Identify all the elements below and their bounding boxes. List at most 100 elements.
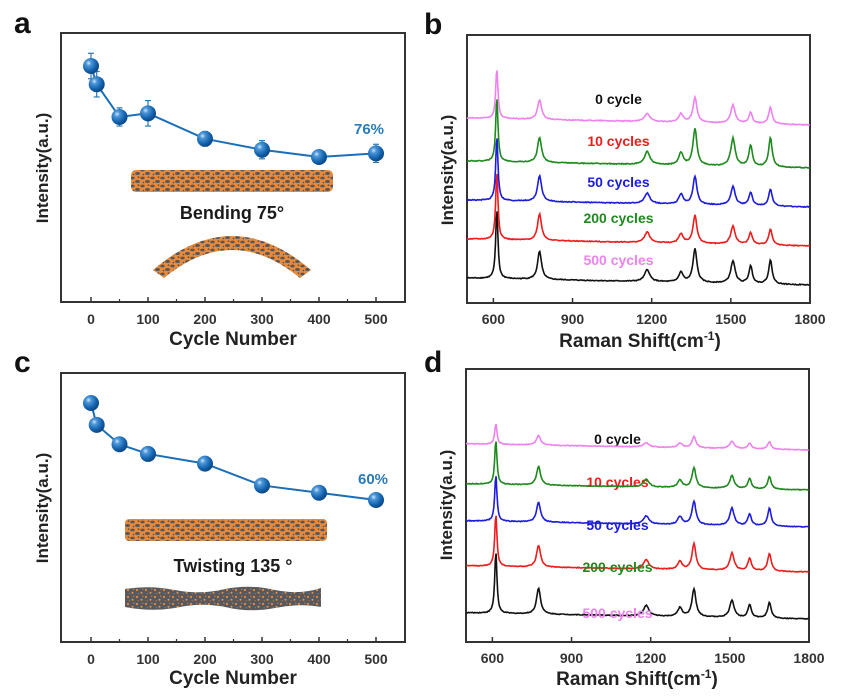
x-axis-label: Cycle Number	[169, 668, 297, 689]
x-tick-label: 500	[364, 311, 388, 327]
series-label: 200 cycles	[583, 210, 653, 226]
x-tick-label: 100	[136, 651, 160, 667]
spectrum-0-cycle	[465, 553, 809, 620]
data-point-400	[311, 149, 327, 165]
x-axis-ticks	[492, 298, 732, 303]
x-tick-label: 400	[307, 311, 331, 327]
spectra: 0 cycle 10 cycles 50 cycles 200 cycles 500 c…	[465, 423, 810, 621]
series-line	[90, 402, 377, 501]
x-tick-label: 900	[560, 650, 584, 666]
data-point-0	[83, 395, 99, 411]
series-label: 200 cycles	[582, 559, 652, 575]
x-tick-label: 200	[193, 311, 217, 327]
x-axis-label: Cycle Number	[169, 329, 297, 350]
x-tick-label: 600	[481, 650, 505, 666]
y-axis-label: Intensity(a.u.)	[33, 453, 52, 564]
series-label: 50 cycles	[586, 517, 648, 533]
x-tick-label: 1500	[715, 311, 746, 327]
spectrum-200-cycles	[466, 99, 810, 169]
x-axis-ticks	[90, 637, 377, 642]
x-tick-label: 1200	[635, 650, 666, 666]
x-axis-ticks	[90, 297, 377, 302]
spectrum-50-cycles	[466, 138, 810, 209]
x-tick-label: 1800	[794, 311, 825, 327]
series-label: 500 cycles	[583, 252, 653, 268]
x-tick-label: 500	[364, 651, 388, 667]
x-tick-label: 200	[193, 651, 217, 667]
series-label: 0 cycle	[594, 431, 641, 447]
inset-caption: Bending 75°	[180, 203, 284, 223]
panel-label-c: c	[14, 346, 31, 379]
spectrum-500-cycles	[466, 70, 811, 126]
series-label: 0 cycle	[595, 91, 642, 107]
x-tick-label: 1500	[714, 650, 745, 666]
series-line	[90, 65, 377, 159]
data-point-400	[311, 484, 327, 501]
x-tick-label: 300	[250, 311, 274, 327]
x-tick-labels: 600 900 1200 1500 1800	[482, 311, 826, 327]
spectrum-0-cycle	[466, 211, 810, 287]
y-axis-label: Intensity(a.u.)	[33, 113, 52, 224]
data-point-10	[88, 76, 105, 93]
plot-frame	[465, 368, 810, 643]
series-twisting	[83, 395, 384, 508]
x-tick-label: 600	[482, 311, 506, 327]
x-tick-label: 400	[307, 651, 331, 667]
spectrum-10-cycles	[466, 173, 810, 247]
x-tick-label: 1200	[636, 311, 667, 327]
series-bending	[83, 52, 384, 165]
x-tick-label: 300	[250, 651, 274, 667]
straight-fiber-image	[125, 519, 327, 541]
panel-label-d: d	[424, 346, 442, 379]
spectrum-200-cycles	[465, 441, 809, 491]
x-tick-labels: 0 100 200 300 400 500	[87, 311, 388, 327]
data-point-200	[197, 130, 213, 147]
x-axis-ticks	[491, 637, 731, 642]
x-tick-label: 1800	[793, 650, 824, 666]
plot-frame	[60, 32, 406, 303]
panel-c-cycle-chart: 0 100 200 300 400 500 Cycle Number Intensity(…	[33, 372, 406, 689]
series-label: 10 cycles	[586, 474, 648, 490]
bent-fiber-image	[153, 236, 311, 278]
x-tick-labels: 600 900 1200 1500 1800	[481, 650, 825, 666]
data-point-100	[140, 105, 156, 122]
series-label: 10 cycles	[587, 133, 649, 149]
series-label: 500 cycles	[582, 605, 652, 621]
data-point-300	[254, 477, 270, 494]
panel-d-raman-chart: 600 900 1200 1500 1800 Raman Shift(cm-1) Int…	[437, 368, 825, 690]
data-point-0	[83, 58, 99, 74]
x-tick-label: 900	[561, 311, 585, 327]
straight-fiber-image	[131, 170, 333, 192]
y-axis-label: Intensity(a.u.)	[438, 115, 457, 226]
data-point-500	[368, 145, 384, 162]
x-tick-labels: 0 100 200 300 400 500	[87, 651, 388, 667]
data-point-50	[111, 108, 128, 125]
data-point-500	[368, 492, 384, 508]
twisted-fiber-image	[125, 586, 321, 611]
retention-annotation: 60%	[358, 471, 388, 488]
data-point-200	[197, 455, 213, 472]
x-tick-label: 100	[136, 311, 160, 327]
panel-b-raman-chart: 600 900 1200 1500 1800 Raman Shift(cm-1) Int…	[438, 34, 826, 352]
data-point-100	[140, 445, 156, 462]
panel-label-b: b	[424, 8, 442, 41]
x-tick-label: 0	[87, 651, 95, 667]
panel-a-cycle-chart: 0 100 200 300 400 500 Cycle Number Intensity(…	[33, 32, 406, 350]
spectrum-500-cycles	[465, 423, 809, 452]
series-label: 50 cycles	[587, 174, 649, 190]
plot-frame	[466, 34, 811, 304]
inset-caption: Twisting 135 °	[174, 556, 293, 576]
y-axis-label: Intensity(a.u.)	[437, 450, 456, 561]
spectrum-50-cycles	[465, 476, 810, 528]
x-axis-label: Raman Shift(cm-1)	[556, 667, 718, 690]
x-axis-minor-ticks	[118, 299, 349, 302]
x-tick-label: 0	[87, 311, 95, 327]
panel-label-a: a	[14, 7, 31, 40]
retention-annotation: 76%	[354, 121, 384, 138]
x-axis-minor-ticks	[118, 639, 349, 642]
x-axis-label: Raman Shift(cm-1)	[559, 329, 721, 352]
data-point-50	[111, 436, 128, 453]
data-point-10	[88, 416, 105, 433]
data-point-300	[254, 141, 270, 158]
